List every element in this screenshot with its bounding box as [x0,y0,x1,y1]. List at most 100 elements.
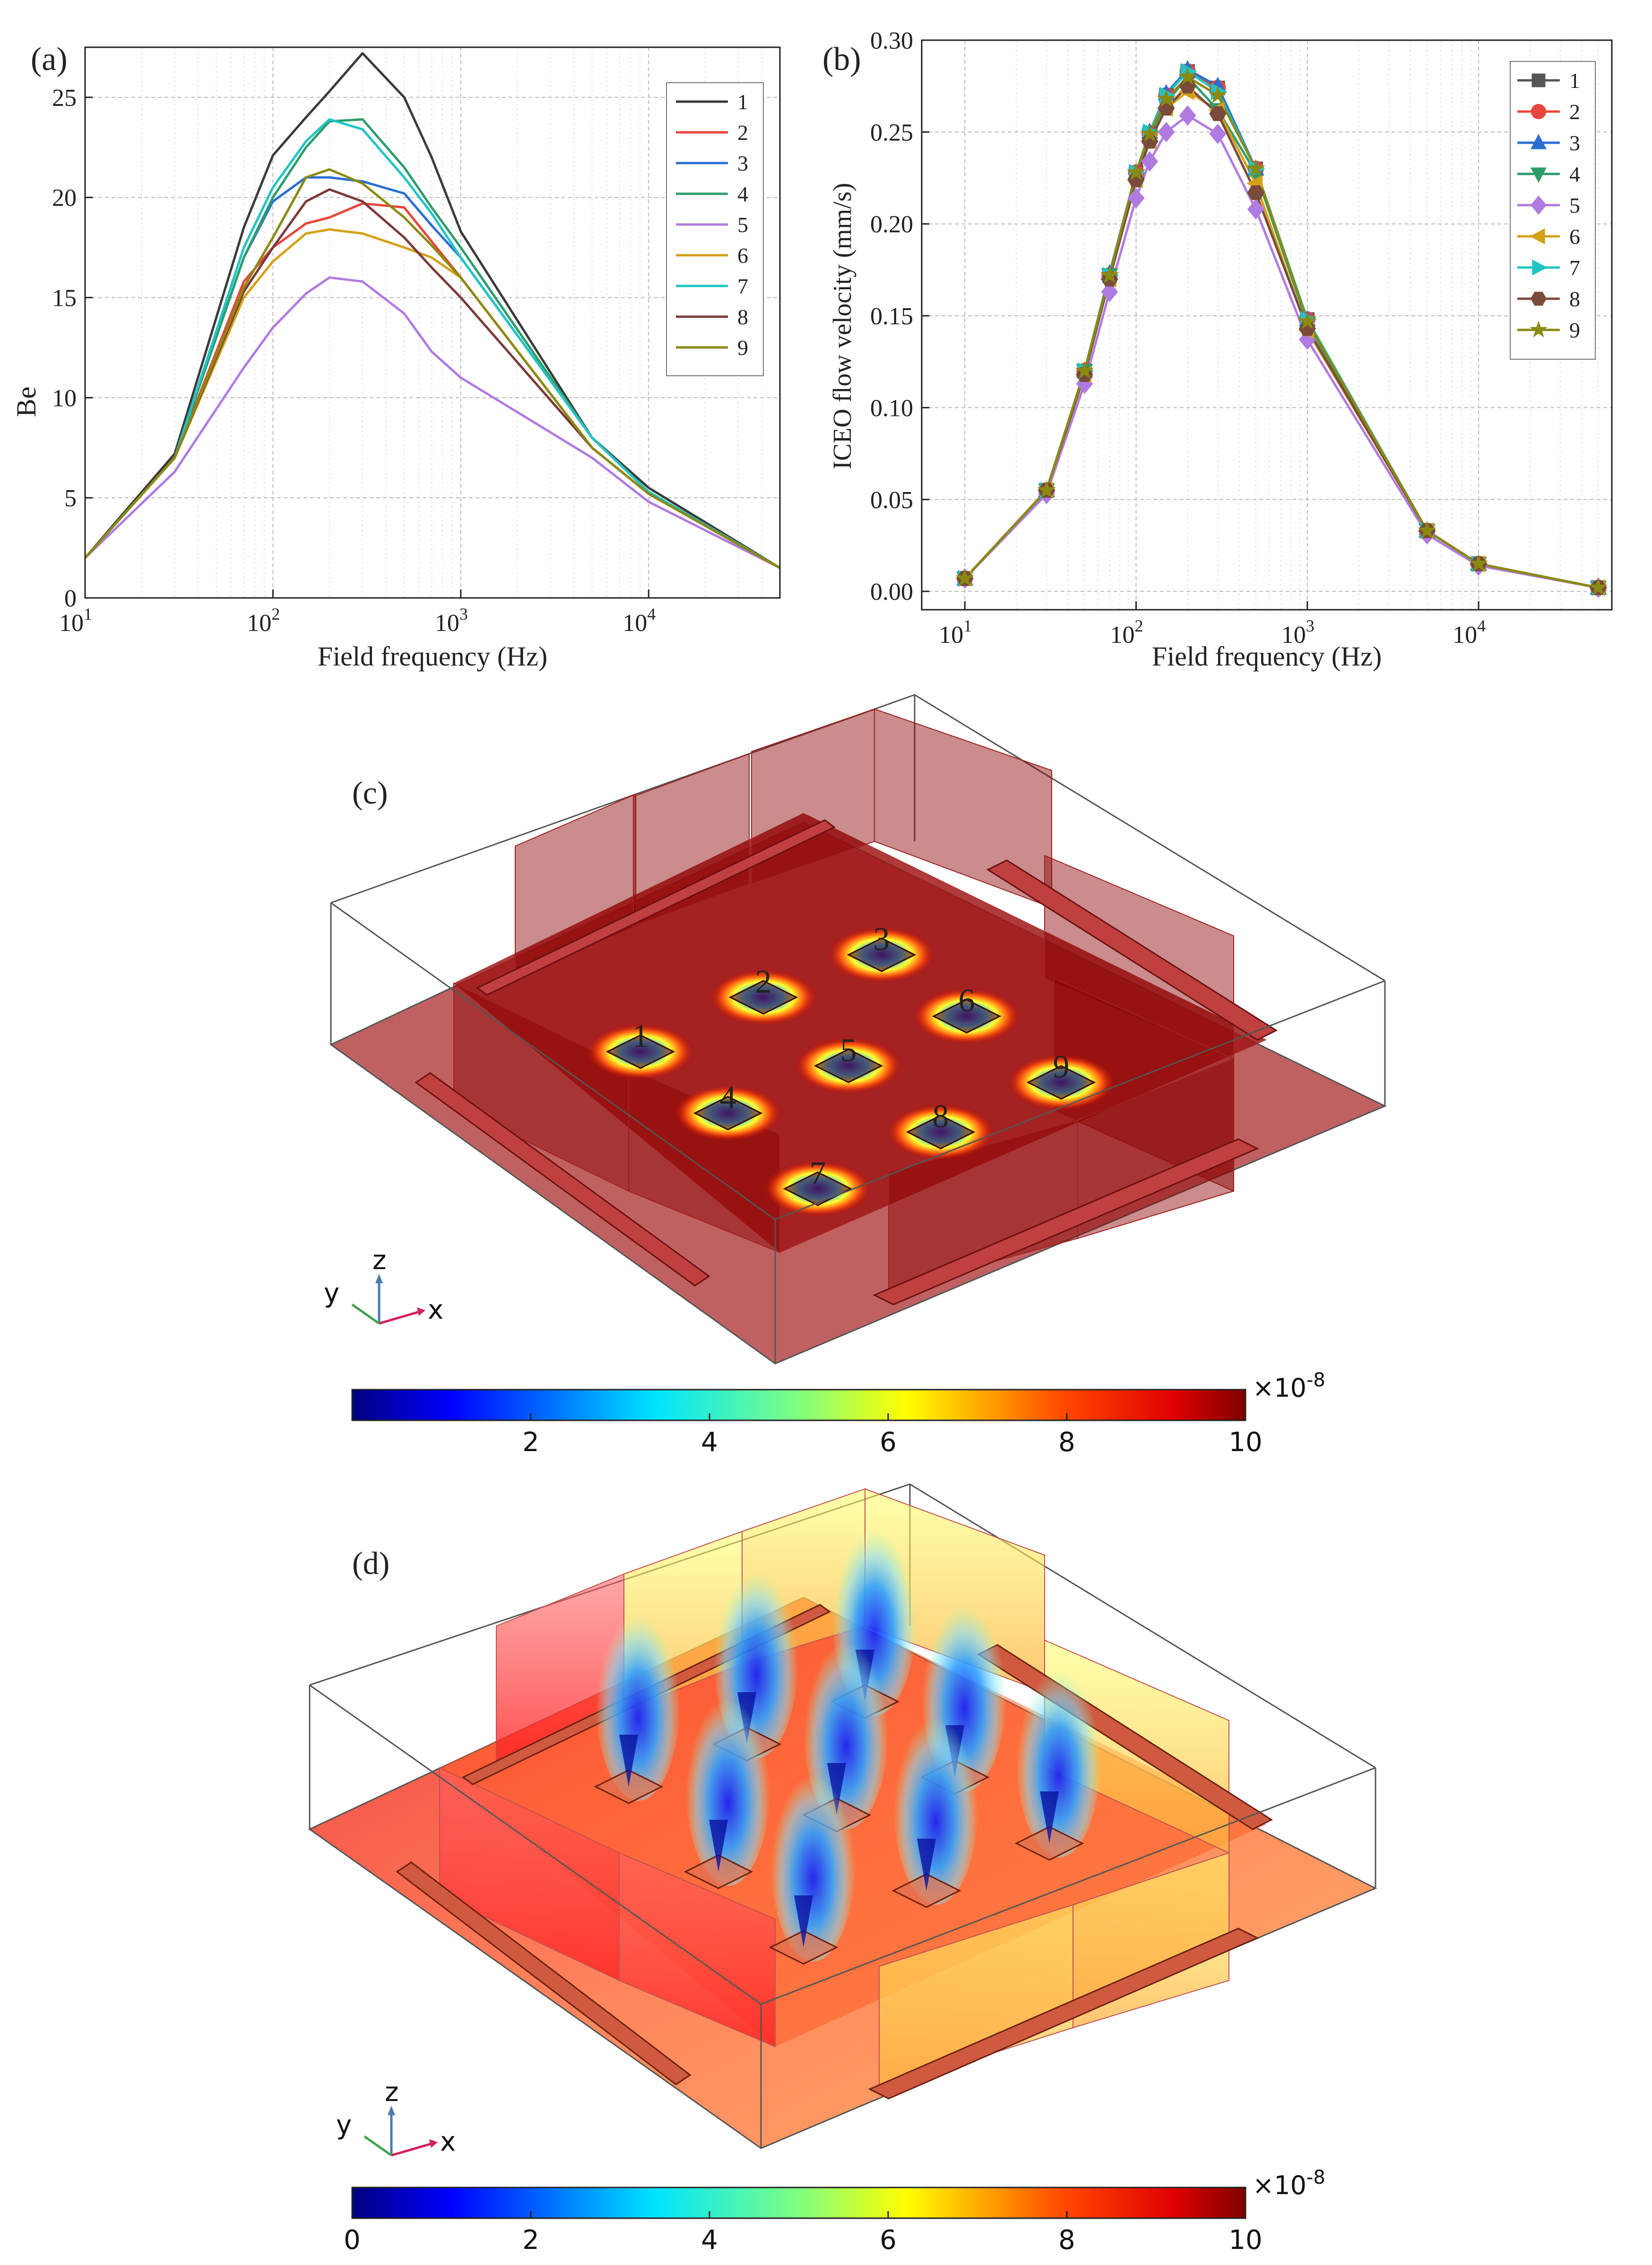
panel-a-x-axis-label: Field frequency (Hz) [318,641,547,672]
legend-label-9: 9 [737,336,748,360]
series-line-9 [964,76,1599,589]
x-tick-label: 104 [1453,616,1486,648]
flow-plume [893,1697,978,1905]
panel-b-x-ticks: 101 102 103 104 [939,601,1486,648]
panel-b-y-ticks: 0.00 0.05 0.10 0.15 0.20 0.25 0.30 [870,27,929,605]
series-line-2 [964,70,1599,589]
electrode-label-2: 2 [755,964,772,1000]
flow-core [1040,1791,1059,1843]
electrode-label-9: 9 [1053,1049,1070,1085]
electrode-label-3: 3 [874,921,890,958]
legend-label-3: 3 [1569,131,1580,155]
panel-c-x-axis: x [428,1295,443,1325]
marker-5 [1141,151,1159,172]
x-tick-label: 103 [1281,616,1315,648]
legend-box [1510,61,1596,360]
marker-8 [1209,106,1227,121]
marker-9 [955,569,974,587]
legend-marker-1 [1531,73,1546,87]
electrode-label-1: 1 [632,1018,649,1055]
marker-5 [1209,123,1227,144]
legend-marker-7 [1532,259,1548,276]
panel-b-series-lines [964,68,1599,589]
y-tick-label: 0.30 [870,27,913,54]
electrode-pad-6 [932,999,1002,1034]
flow-plume [685,1678,770,1886]
flow-core [709,1820,728,1872]
legend-marker-8 [1531,292,1547,306]
legend-label-3: 3 [737,151,748,175]
x-tick-label: 102 [1110,616,1143,648]
legend-label-1: 1 [737,90,748,114]
legend-box [666,82,764,376]
colorbar-tick-label: 10 [1228,1427,1262,1458]
flow-plume [596,1593,681,1801]
marker-9 [1246,159,1265,177]
panel-a-y-axis-label: Be [11,387,42,417]
legend-marker-2 [1531,104,1547,120]
marker-9 [1298,311,1317,329]
panel-b-grid [922,40,1612,610]
marker-5 [1101,281,1118,303]
colorbar-tick-label: 0 [344,2225,361,2256]
marker-9 [1075,361,1094,379]
series-line-4 [964,76,1599,589]
panel-b-y-axis-label: ICEO flow velocity (mm/s) [828,183,856,469]
legend-label-2: 2 [1569,100,1580,124]
marker-9 [1589,578,1608,596]
legend-label-4: 4 [737,182,748,206]
marker-9 [1157,89,1176,107]
marker-9 [1469,554,1488,572]
y-tick-label: 0.25 [870,119,913,146]
y-tick-label: 25 [52,85,77,112]
panel-d-y-axis: y [336,2110,352,2141]
marker-5 [1247,199,1264,220]
series-line-3 [964,68,1599,589]
colorbar-tick-label: 10 [1228,2225,1262,2256]
panel-c-3d-field: (c) 1 2 3 4 5 6 7 8 9 [324,694,1387,1458]
electrode-label-5: 5 [840,1032,857,1069]
panel-b-velocity-chart: 0.000.050.100.150.200.250.30 101 102 103 10… [822,27,1613,672]
marker-9 [1178,67,1197,85]
panel-c-label: (c) [352,775,388,811]
panel-b-x-axis-label: Field frequency (Hz) [1152,641,1382,672]
colorbar-tick-label: 6 [880,1427,897,1458]
colorbar-tick-label: 4 [701,2225,718,2256]
legend-label-9: 9 [1569,318,1580,342]
y-tick-label: 0.05 [870,487,913,514]
x-tick-label: 104 [623,605,656,637]
legend-marker-3 [1531,134,1547,149]
marker-5 [1158,121,1175,142]
y-tick-label: 0 [64,585,77,612]
flow-plume [1016,1650,1101,1858]
series-line-9 [84,168,781,569]
panel-d-box-front [309,1684,1376,2148]
legend-label-6: 6 [1569,225,1580,249]
legend-label-2: 2 [737,121,748,145]
colorbar-tick-label: 6 [880,2225,897,2256]
colorbar-tick-label: 8 [1058,1427,1075,1458]
legend-label-4: 4 [1569,162,1580,186]
legend-label-1: 1 [1569,69,1580,93]
series-line-6 [964,90,1599,589]
electrode-label-6: 6 [959,983,975,1019]
panel-d-3d-field: (d) [308,1483,1377,2256]
colorbar-tick-label: 8 [1058,2225,1075,2256]
series-line-5 [964,114,1599,589]
marker-9 [1126,163,1146,181]
series-line-7 [84,118,781,569]
panel-c-electrode-strips [415,819,1278,1305]
electrode-pad-4 [693,1096,763,1131]
legend-label-5: 5 [737,213,748,237]
legend-label-7: 7 [737,274,748,298]
legend-marker-9 [1530,320,1548,337]
flow-core [794,1895,813,1947]
electrode-pad-2 [728,980,798,1015]
panel-c-z-axis: z [372,1245,386,1276]
panel-c-colorbar-ticks: 2 4 6 8 10 [522,1413,1263,1458]
x-tick-label: 103 [435,605,468,637]
x-tick-label: 101 [59,605,92,637]
electrode-pad-9 [1026,1065,1096,1100]
panel-d-flow-plumes [594,1508,1101,1965]
